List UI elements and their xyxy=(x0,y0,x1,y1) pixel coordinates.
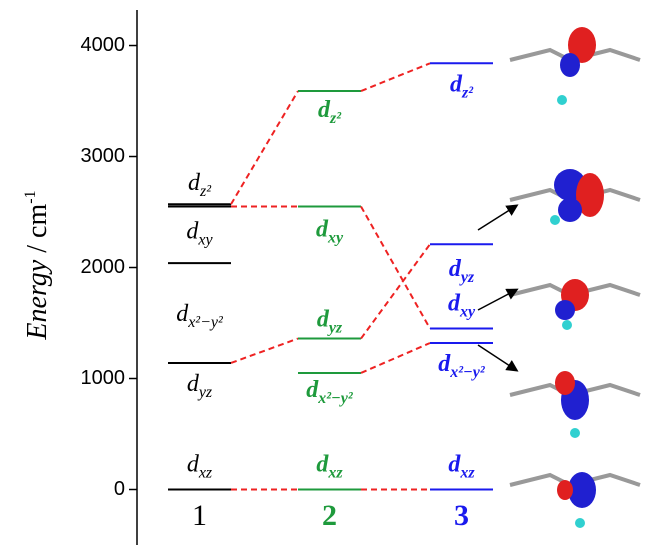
y-title-sup: -1 xyxy=(22,190,39,203)
level-label-sub: x²−y² xyxy=(449,364,486,381)
y-axis-title: Energy / cm-1 xyxy=(22,190,53,340)
chart: Energy / cm-1 0 1000 2000 3000 4000 dxz dyz dx²… xyxy=(0,0,651,545)
molecules xyxy=(510,27,640,528)
level-label-sub: x²−y² xyxy=(317,390,354,407)
level-label: dyz xyxy=(449,256,475,287)
level-label: dz² xyxy=(318,97,342,128)
level-label-sub: xz xyxy=(198,465,213,482)
y-tick-label: 2000 xyxy=(81,256,126,278)
level-label: dz² xyxy=(188,170,212,201)
connector xyxy=(231,91,298,204)
level-label-sub: yz xyxy=(197,384,213,401)
y-tick-label: 4000 xyxy=(81,34,126,56)
level-label: dxy xyxy=(186,218,213,249)
level-label-sub: x²−y² xyxy=(187,314,224,331)
level-label: dxz xyxy=(316,451,343,482)
level-label-sub: yz xyxy=(327,320,343,337)
y-tick-label: 1000 xyxy=(81,367,126,389)
level-label-sub: z² xyxy=(199,183,212,200)
connector xyxy=(361,343,430,373)
y-title-main: Energy xyxy=(22,259,53,340)
y-tick-label: 0 xyxy=(114,478,125,500)
y-tick-label: 3000 xyxy=(81,145,126,167)
level-label: dyz xyxy=(187,370,213,401)
level-label: dyz xyxy=(317,306,343,337)
connector xyxy=(361,206,430,328)
level-label: dx²−y² xyxy=(176,301,224,332)
level-label: dx²−y² xyxy=(306,376,354,407)
level-label-sub: xz xyxy=(459,465,475,482)
arrows xyxy=(478,206,516,370)
level-label-sub: z² xyxy=(461,84,474,101)
level-label: dxz xyxy=(448,451,475,482)
level-label-sub: xy xyxy=(459,304,476,321)
column-label: 3 xyxy=(454,499,469,532)
level-label: dz² xyxy=(450,71,474,102)
level-label-sub: xy xyxy=(197,232,213,249)
connector xyxy=(361,244,430,338)
y-title-unit: / cm xyxy=(22,204,53,253)
level-label: dx²−y² xyxy=(438,350,486,381)
level-label-sub: z² xyxy=(329,110,342,127)
level-label: dxy xyxy=(448,290,476,321)
connector xyxy=(231,339,298,363)
column-label: 2 xyxy=(322,499,337,532)
level-label: dxz xyxy=(187,451,213,482)
level-label-sub: xy xyxy=(327,230,344,247)
column-label: 1 xyxy=(192,499,207,532)
level-label-sub: xz xyxy=(327,465,343,482)
level-label-sub: yz xyxy=(459,269,475,286)
level-label: dxy xyxy=(316,216,344,247)
connector xyxy=(361,63,430,91)
